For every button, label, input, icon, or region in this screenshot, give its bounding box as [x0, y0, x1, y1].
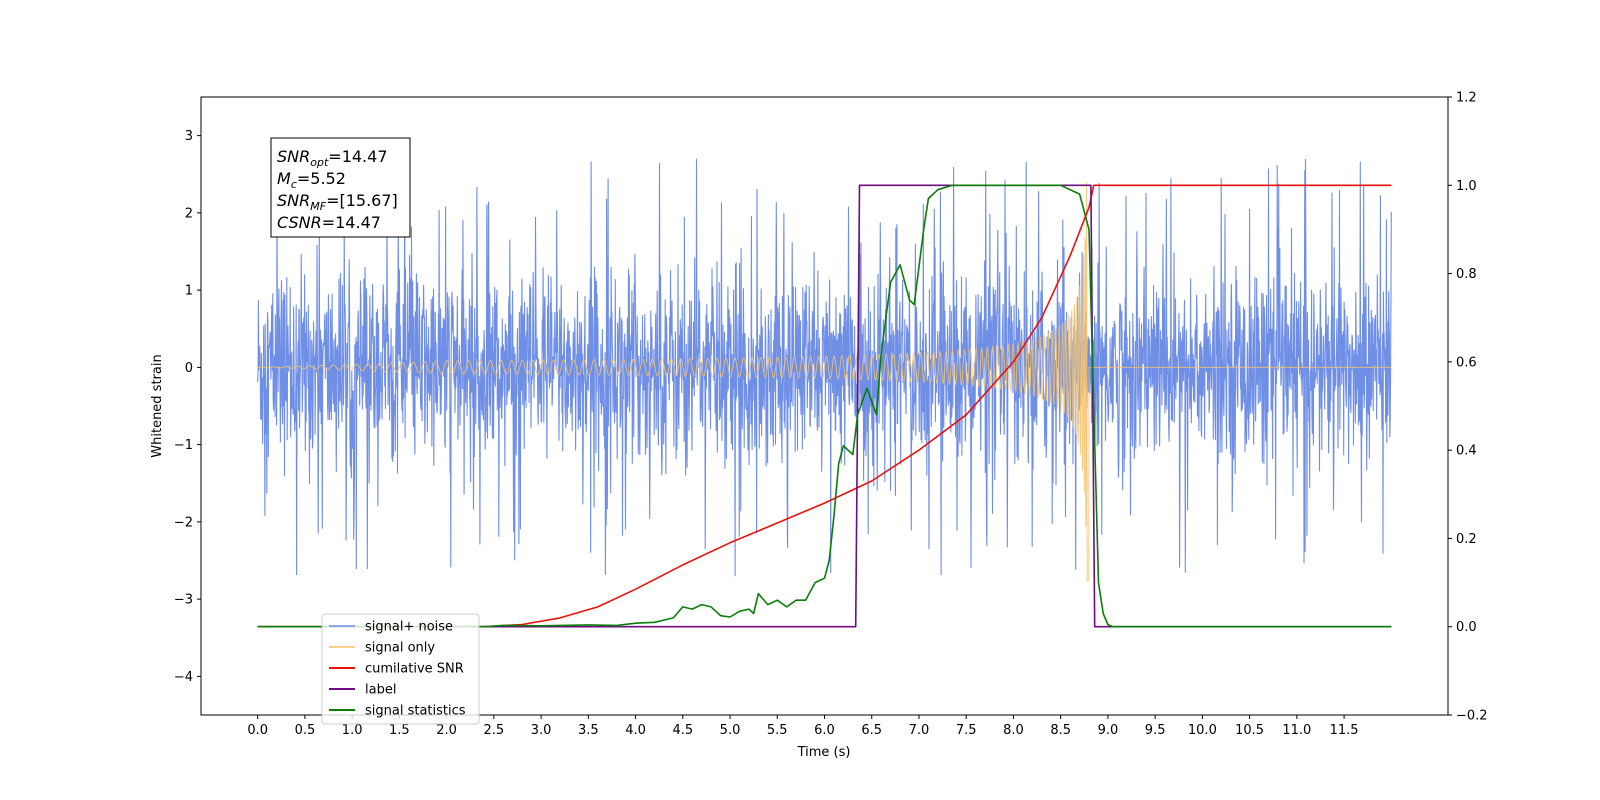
- legend-frame: [321, 613, 480, 725]
- annotation-line: SNRMF=[15.67]: [277, 191, 398, 213]
- x-tick-label: 4.5: [672, 723, 693, 738]
- legend: signal+ noise signal only cumilative SNR la…: [321, 613, 480, 725]
- y-left-tick-label: 0: [185, 361, 193, 376]
- x-tick-label: 8.0: [1003, 723, 1024, 738]
- y-left-tick-label: −1: [174, 438, 193, 453]
- annotation-line: CSNR=14.47: [277, 213, 381, 232]
- annotation-subscript: MF: [310, 200, 326, 213]
- annotation-value: =5.52: [297, 169, 346, 188]
- x-tick-label: 11.5: [1330, 723, 1359, 738]
- y-left-tick-label: −4: [174, 670, 193, 685]
- series-line-signal-noise: [257, 158, 1392, 577]
- y-left-tick-label: 1: [185, 284, 193, 299]
- annotation-value: =[15.67]: [326, 191, 398, 210]
- y-left-tick-label: −2: [174, 515, 193, 530]
- y-right-tick-label: 0.8: [1456, 267, 1477, 282]
- x-tick-label: 3.5: [578, 723, 599, 738]
- y-right-tick-label: 1.0: [1456, 179, 1477, 194]
- y-axis-left: −4 −3 −2 −1 0 1 2 3: [174, 129, 201, 685]
- x-tick-label: 10.0: [1188, 723, 1217, 738]
- series-line-signal-statistics: [257, 184, 1392, 628]
- annotation-value: =14.47: [328, 147, 387, 166]
- annotation-subscript: opt: [310, 156, 329, 169]
- y-right-tick-label: 0.2: [1456, 532, 1477, 547]
- series-line-cumilative-snr: [257, 184, 1392, 628]
- y-right-tick-label: 0.0: [1456, 620, 1477, 635]
- series-layer: [257, 158, 1392, 628]
- series-line-signal-only: [257, 182, 1392, 582]
- annotation-line: SNRopt=14.47: [277, 147, 388, 169]
- x-tick-label: 2.0: [436, 723, 457, 738]
- y-right-tick-label: 0.6: [1456, 355, 1477, 370]
- y-right-tick-label: 1.2: [1456, 91, 1477, 106]
- legend-label: label: [365, 683, 396, 698]
- y-axis-left-label: Whitened strain: [150, 354, 165, 457]
- legend-label: cumilative SNR: [365, 662, 464, 677]
- x-tick-label: 10.5: [1235, 723, 1264, 738]
- x-axis-label: Time (s): [797, 745, 851, 760]
- x-tick-label: 1.5: [389, 723, 410, 738]
- annotation-frame: [270, 137, 411, 238]
- x-tick-label: 0.5: [295, 723, 316, 738]
- annotation-line: Mc=5.52: [277, 169, 346, 191]
- annotation-box: SNRopt=14.47Mc=5.52SNRMF=[15.67]CSNR=14.…: [270, 137, 411, 238]
- annotation-symbol: M: [277, 169, 291, 188]
- annotation-value: =14.47: [322, 213, 381, 232]
- x-tick-label: 3.0: [531, 723, 552, 738]
- x-tick-label: 8.5: [1050, 723, 1071, 738]
- x-tick-label: 4.0: [625, 723, 646, 738]
- y-left-tick-label: 2: [185, 206, 193, 221]
- x-tick-label: 6.5: [861, 723, 882, 738]
- x-tick-label: 7.0: [909, 723, 930, 738]
- y-axis-right: −0.2 0.0 0.2 0.4 0.6 0.8 1.0 1.2: [1448, 91, 1488, 724]
- x-tick-label: 5.5: [767, 723, 788, 738]
- legend-label: signal+ noise: [365, 620, 453, 635]
- x-tick-label: 5.0: [720, 723, 741, 738]
- x-tick-label: 11.0: [1282, 723, 1311, 738]
- x-tick-label: 7.5: [956, 723, 977, 738]
- x-tick-label: 6.0: [814, 723, 835, 738]
- x-tick-label: 9.5: [1145, 723, 1166, 738]
- annotation-subscript: c: [291, 178, 297, 191]
- y-left-tick-label: 3: [185, 129, 193, 144]
- y-right-tick-label: −0.2: [1456, 709, 1488, 724]
- legend-label: signal only: [365, 641, 435, 656]
- x-tick-label: 0.0: [247, 723, 268, 738]
- y-right-tick-label: 0.4: [1456, 444, 1477, 459]
- legend-label: signal statistics: [365, 704, 466, 719]
- annotation-symbol: CSNR: [277, 213, 322, 232]
- x-tick-label: 1.0: [342, 723, 363, 738]
- annotation-symbol: SNR: [277, 147, 310, 166]
- x-tick-label: 9.0: [1098, 723, 1119, 738]
- x-tick-label: 2.5: [484, 723, 505, 738]
- y-left-tick-label: −3: [174, 593, 193, 608]
- annotation-symbol: SNR: [277, 191, 310, 210]
- x-axis: 0.0 0.5 1.0 1.5 2.0 2.5 3.0 3.5 4.0 4.5 5.0 5.5 6.0 6…: [247, 715, 1359, 738]
